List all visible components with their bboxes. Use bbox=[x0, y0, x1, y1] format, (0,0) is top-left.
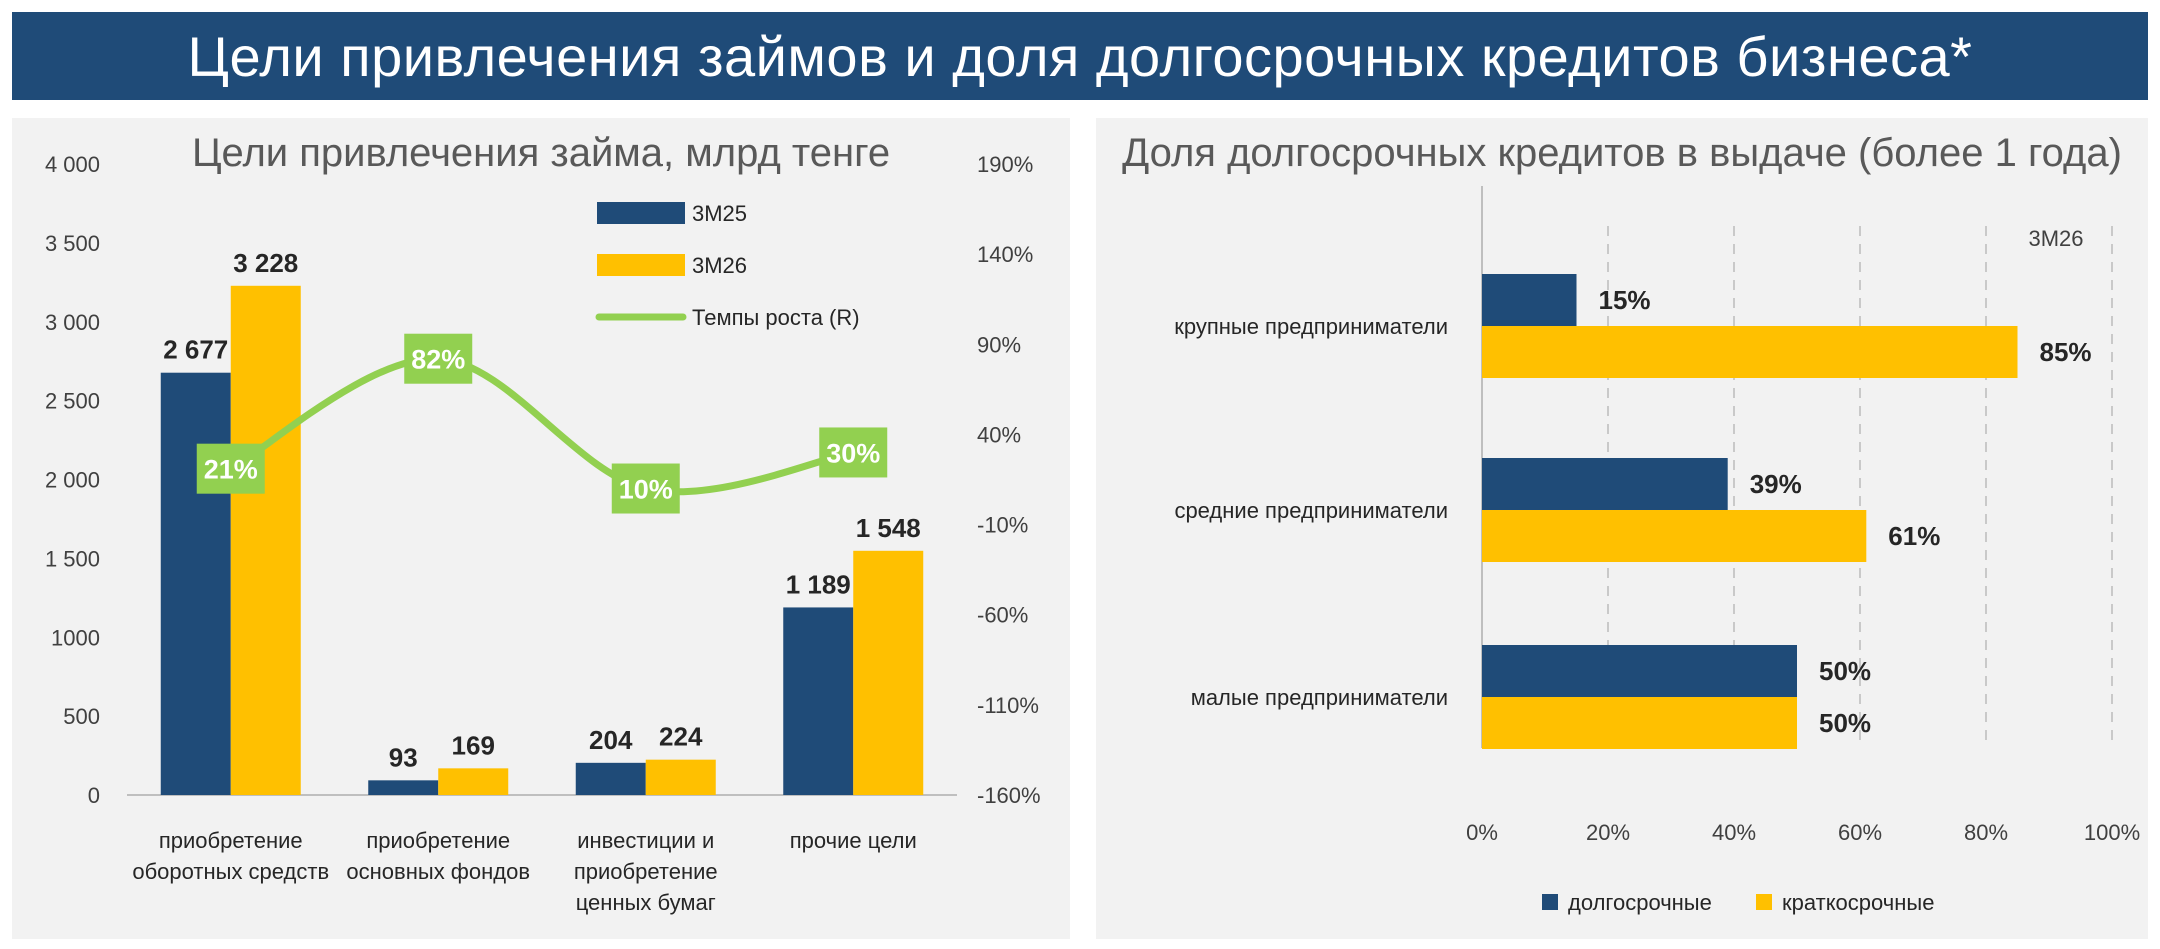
legend-3m25-label: 3М25 bbox=[692, 201, 747, 226]
category-label: оборотных средств bbox=[132, 859, 329, 884]
y-left-tick-label: 0 bbox=[88, 783, 100, 808]
bar-3m26 bbox=[230, 285, 301, 795]
bar-3m26 bbox=[853, 550, 924, 795]
growth-rate-label-box bbox=[819, 427, 888, 478]
bar-data-label: 169 bbox=[452, 730, 495, 760]
category-label: инвестиции и bbox=[577, 828, 714, 853]
y-right-tick-label: -160% bbox=[977, 783, 1041, 808]
bar-data-label: 85% bbox=[2040, 337, 2092, 367]
loan-purposes-chart: Цели привлечения займа, млрд тенге 0 500 10… bbox=[45, 131, 1041, 915]
bar-long-term bbox=[1482, 274, 1577, 326]
y-left-tick-label: 4 000 bbox=[45, 152, 100, 177]
category-label: средние предприниматели bbox=[1174, 498, 1448, 523]
category-label: малые предприниматели bbox=[1191, 685, 1448, 710]
bar-data-label: 50% bbox=[1819, 656, 1871, 686]
legend-growth-rate-label: Темпы роста (R) bbox=[692, 305, 860, 330]
bar-short-term bbox=[1482, 326, 2018, 378]
y-right-tick-label: 40% bbox=[977, 422, 1021, 447]
y-right-tick-label: -110% bbox=[977, 693, 1039, 718]
legend-3m26-swatch bbox=[597, 254, 685, 276]
growth-rate-label: 21% bbox=[204, 455, 258, 485]
growth-rate-label-box bbox=[404, 333, 473, 384]
growth-rate-label: 10% bbox=[619, 475, 673, 505]
y-left-tick-label: 500 bbox=[63, 704, 100, 729]
x-tick-label: 0% bbox=[1466, 820, 1498, 845]
x-tick-label: 100% bbox=[2084, 820, 2140, 845]
category-label: приобретение bbox=[159, 828, 303, 853]
bar-long-term bbox=[1482, 458, 1728, 510]
growth-rate-label-box bbox=[196, 443, 265, 494]
category-label: приобретение bbox=[366, 828, 510, 853]
y-left-tick-label: 2 000 bbox=[45, 468, 100, 493]
bar-short-term bbox=[1482, 510, 1867, 562]
loan-purposes-panel: Цели привлечения займа, млрд тенге 0 500 10… bbox=[12, 118, 1070, 939]
x-tick-label: 60% bbox=[1838, 820, 1882, 845]
bar-3m25 bbox=[160, 372, 231, 795]
bar-short-term bbox=[1482, 697, 1797, 749]
category-label: приобретение bbox=[574, 859, 718, 884]
y-right-tick-label: 190% bbox=[977, 152, 1033, 177]
y-right-tick-label: -60% bbox=[977, 603, 1028, 628]
category-label: крупные предприниматели bbox=[1174, 314, 1448, 339]
chart-title: Доля долгосрочных кредитов в выдаче (бол… bbox=[1122, 131, 2122, 175]
legend-3m26-label: 3М26 bbox=[692, 253, 747, 278]
y-right-tick-label: 90% bbox=[977, 332, 1021, 357]
bar-3m26 bbox=[645, 759, 716, 795]
bar-data-label: 3 228 bbox=[233, 248, 298, 278]
category-label: основных фондов bbox=[346, 859, 530, 884]
legend-short-term-swatch bbox=[1756, 894, 1772, 910]
chart-title: Цели привлечения займа, млрд тенге bbox=[192, 131, 890, 175]
bar-3m25 bbox=[783, 607, 854, 795]
growth-rate-label-box bbox=[611, 463, 680, 514]
bar-long-term bbox=[1482, 645, 1797, 697]
bar-data-label: 1 189 bbox=[786, 569, 851, 599]
bar-data-label: 1 548 bbox=[856, 513, 921, 543]
y-left-tick-label: 2 500 bbox=[45, 389, 100, 414]
x-tick-label: 20% bbox=[1586, 820, 1630, 845]
bar-3m26 bbox=[438, 768, 509, 795]
category-label: прочие цели bbox=[790, 828, 917, 853]
growth-rate-line bbox=[227, 355, 857, 496]
bar-data-label: 2 677 bbox=[163, 335, 228, 365]
bar-data-label: 93 bbox=[389, 742, 418, 772]
page-title: Цели привлечения займов и доля долгосроч… bbox=[187, 24, 1973, 88]
legend-3m25-swatch bbox=[597, 202, 685, 224]
y-left-tick-label: 3 000 bbox=[45, 310, 100, 335]
bar-data-label: 39% bbox=[1750, 469, 1802, 499]
growth-rate-label: 82% bbox=[411, 345, 465, 375]
bar-data-label: 61% bbox=[1888, 521, 1940, 551]
bar-data-label: 15% bbox=[1599, 285, 1651, 315]
legend-short-term-label: краткосрочные bbox=[1782, 890, 1934, 915]
y-left-tick-label: 1 500 bbox=[45, 546, 100, 571]
long-term-share-panel: Доля долгосрочных кредитов в выдаче (бол… bbox=[1096, 118, 2148, 939]
y-right-tick-label: -10% bbox=[977, 513, 1028, 538]
bar-data-label: 224 bbox=[659, 722, 703, 752]
y-left-tick-label: 3 500 bbox=[45, 231, 100, 256]
legend-long-term-label: долгосрочные bbox=[1568, 890, 1712, 915]
category-label: ценных бумаг bbox=[576, 890, 716, 915]
bar-data-label: 50% bbox=[1819, 708, 1871, 738]
page-header: Цели привлечения займов и доля долгосроч… bbox=[12, 12, 2148, 100]
y-left-tick-label: 1000 bbox=[51, 625, 100, 650]
bar-data-label: 204 bbox=[589, 725, 633, 755]
x-tick-label: 40% bbox=[1712, 820, 1756, 845]
growth-rate-label: 30% bbox=[826, 438, 880, 468]
legend-long-term-swatch bbox=[1542, 894, 1558, 910]
long-term-share-chart: Доля долгосрочных кредитов в выдаче (бол… bbox=[1122, 131, 2140, 915]
y-right-tick-label: 140% bbox=[977, 242, 1033, 267]
x-tick-label: 80% bbox=[1964, 820, 2008, 845]
bar-3m25 bbox=[368, 780, 439, 795]
period-label: 3М26 bbox=[2028, 226, 2083, 251]
bar-3m25 bbox=[575, 762, 646, 795]
